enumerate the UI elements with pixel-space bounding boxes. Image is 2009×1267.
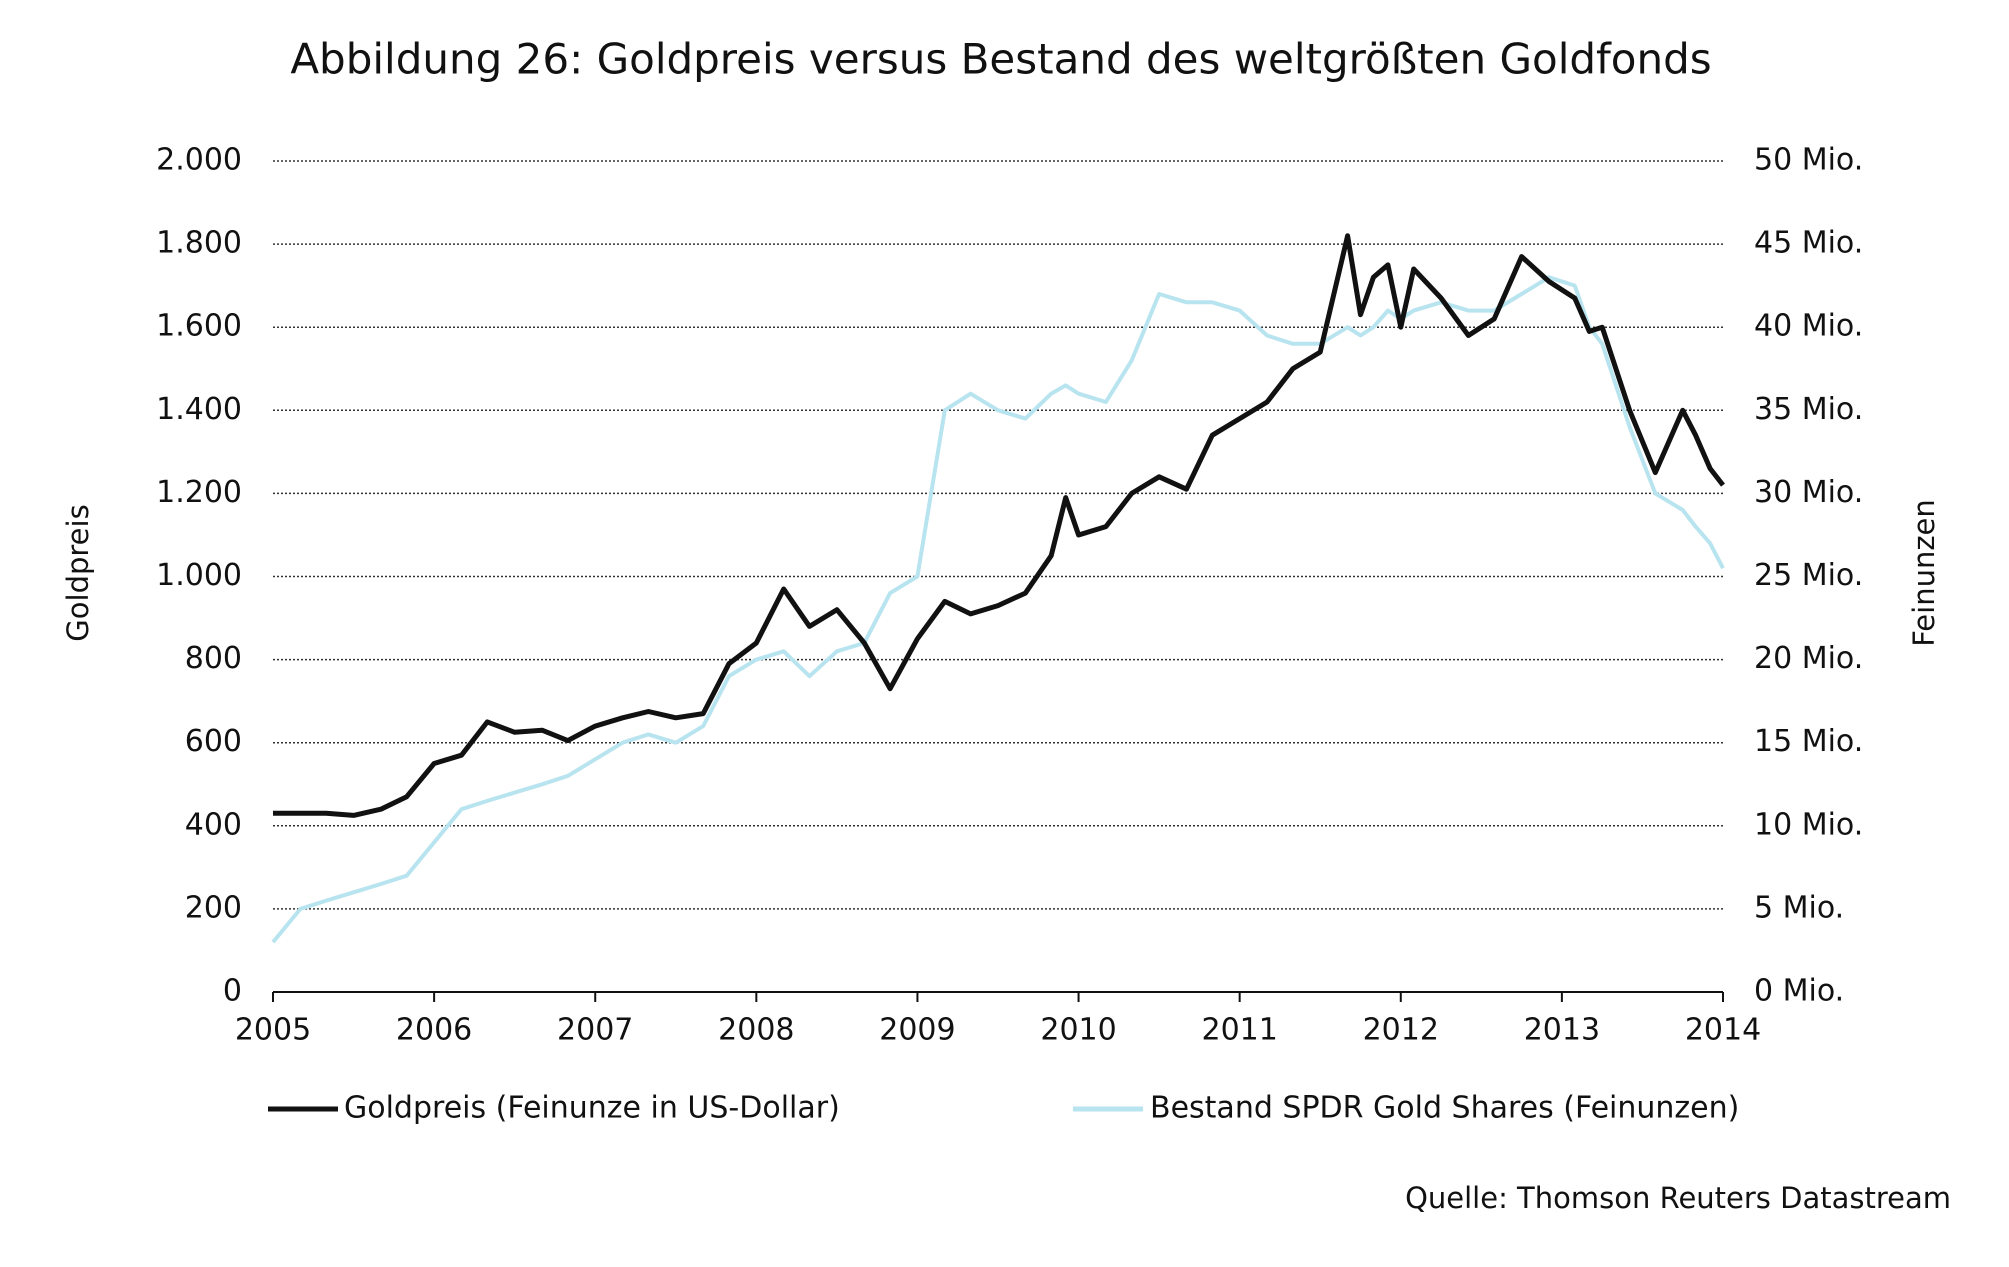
y-tick-label: 200 bbox=[185, 890, 242, 925]
y2-tick-label: 10 Mio. bbox=[1754, 807, 1863, 842]
legend-label: Goldpreis (Feinunze in US-Dollar) bbox=[344, 1091, 840, 1126]
y-tick-label: 800 bbox=[185, 641, 242, 676]
y2-tick-label: 25 Mio. bbox=[1754, 558, 1863, 593]
y2-axis-title: Feinunzen bbox=[1907, 499, 1941, 647]
y-tick-label: 1.400 bbox=[156, 392, 242, 427]
x-tick-label: 2013 bbox=[1524, 1013, 1600, 1048]
y2-tick-label: 5 Mio. bbox=[1754, 890, 1844, 925]
y-tick-label: 1.600 bbox=[156, 309, 242, 344]
y2-tick-label: 40 Mio. bbox=[1754, 309, 1863, 344]
x-tick-label: 2006 bbox=[396, 1013, 472, 1048]
chart-title: Abbildung 26: Goldpreis versus Bestand d… bbox=[290, 35, 1711, 84]
y-tick-label: 1.200 bbox=[156, 475, 242, 510]
series-line bbox=[273, 233, 1725, 818]
y-tick-label: 600 bbox=[185, 724, 242, 759]
legend-label: Bestand SPDR Gold Shares (Feinunzen) bbox=[1150, 1091, 1739, 1126]
y2-tick-label: 20 Mio. bbox=[1754, 641, 1863, 676]
y2-tick-label: 15 Mio. bbox=[1754, 724, 1863, 759]
x-tick-label: 2014 bbox=[1685, 1013, 1761, 1048]
x-tick-label: 2008 bbox=[718, 1013, 794, 1048]
y2-tick-label: 30 Mio. bbox=[1754, 475, 1863, 510]
x-tick-label: 2009 bbox=[879, 1013, 955, 1048]
x-tick-label: 2011 bbox=[1201, 1013, 1277, 1048]
y-tick-label: 0 bbox=[223, 974, 242, 1009]
source: Quelle: Thomson Reuters Datastream bbox=[1405, 1181, 1951, 1215]
y2-tick-label: 0 Mio. bbox=[1754, 974, 1844, 1009]
x-tick-label: 2012 bbox=[1363, 1013, 1439, 1048]
y2-tick-label: 35 Mio. bbox=[1754, 392, 1863, 427]
series-line bbox=[271, 275, 1725, 944]
y-tick-label: 1.000 bbox=[156, 558, 242, 593]
x-tick-label: 2007 bbox=[557, 1013, 633, 1048]
x-tick-label: 2010 bbox=[1040, 1013, 1116, 1048]
y-tick-label: 2.000 bbox=[156, 143, 242, 178]
y-tick-label: 1.800 bbox=[156, 226, 242, 261]
y2-tick-label: 50 Mio. bbox=[1754, 143, 1863, 178]
y2-tick-label: 45 Mio. bbox=[1754, 226, 1863, 261]
x-tick-label: 2005 bbox=[235, 1013, 311, 1048]
y-tick-label: 400 bbox=[185, 807, 242, 842]
y-axis-title: Goldpreis bbox=[61, 504, 95, 641]
